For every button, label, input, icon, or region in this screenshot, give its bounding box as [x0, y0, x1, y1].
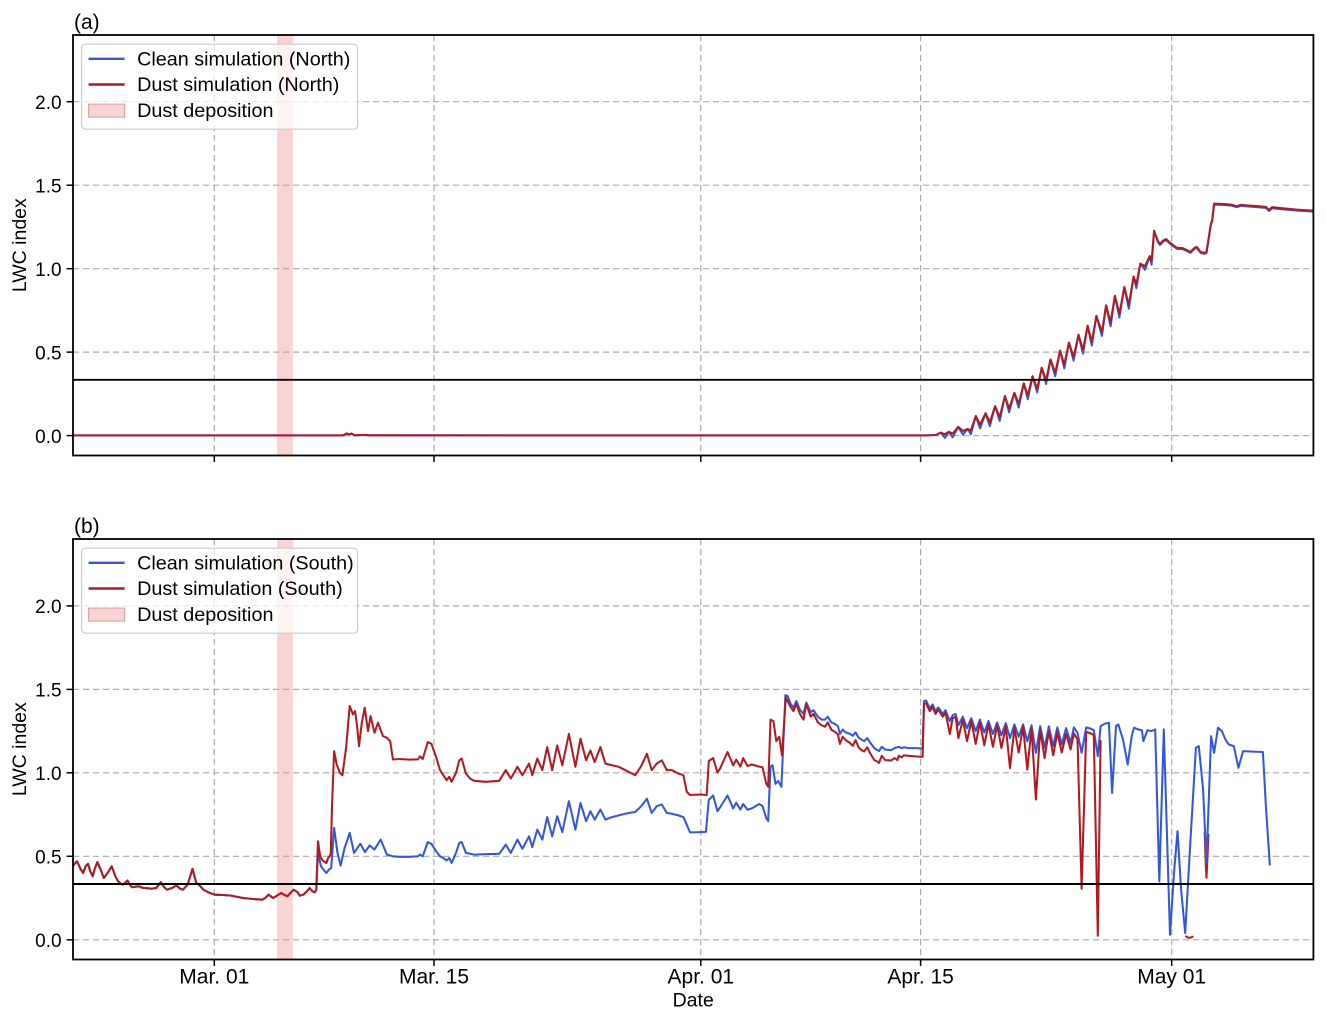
svg-text:0.0: 0.0: [35, 931, 61, 952]
svg-text:0.5: 0.5: [35, 343, 61, 364]
svg-text:Dust simulation (North): Dust simulation (North): [137, 74, 339, 96]
svg-text:1.0: 1.0: [35, 764, 61, 785]
svg-text:(b): (b): [74, 515, 100, 538]
svg-text:Clean simulation (South): Clean simulation (South): [137, 552, 354, 574]
svg-text:0.5: 0.5: [35, 848, 61, 869]
svg-text:(a): (a): [74, 11, 100, 34]
svg-text:LWC index: LWC index: [9, 198, 31, 292]
svg-text:0.0: 0.0: [35, 427, 61, 448]
svg-text:Dust deposition: Dust deposition: [137, 100, 273, 122]
svg-text:1.0: 1.0: [35, 260, 61, 281]
svg-text:1.5: 1.5: [35, 176, 61, 197]
svg-text:Mar. 15: Mar. 15: [399, 965, 469, 988]
svg-text:Clean simulation (North): Clean simulation (North): [137, 48, 350, 70]
svg-text:Date: Date: [673, 990, 714, 1012]
svg-text:Mar. 01: Mar. 01: [179, 965, 249, 988]
svg-text:2.0: 2.0: [35, 597, 61, 618]
svg-text:Dust deposition: Dust deposition: [137, 604, 273, 626]
svg-text:Apr. 15: Apr. 15: [887, 965, 954, 988]
svg-text:1.5: 1.5: [35, 681, 61, 702]
svg-text:Dust simulation (South): Dust simulation (South): [137, 578, 343, 600]
svg-text:Apr. 01: Apr. 01: [668, 965, 735, 988]
svg-text:LWC index: LWC index: [9, 702, 31, 796]
svg-text:May 01: May 01: [1137, 965, 1206, 988]
svg-text:2.0: 2.0: [35, 93, 61, 114]
